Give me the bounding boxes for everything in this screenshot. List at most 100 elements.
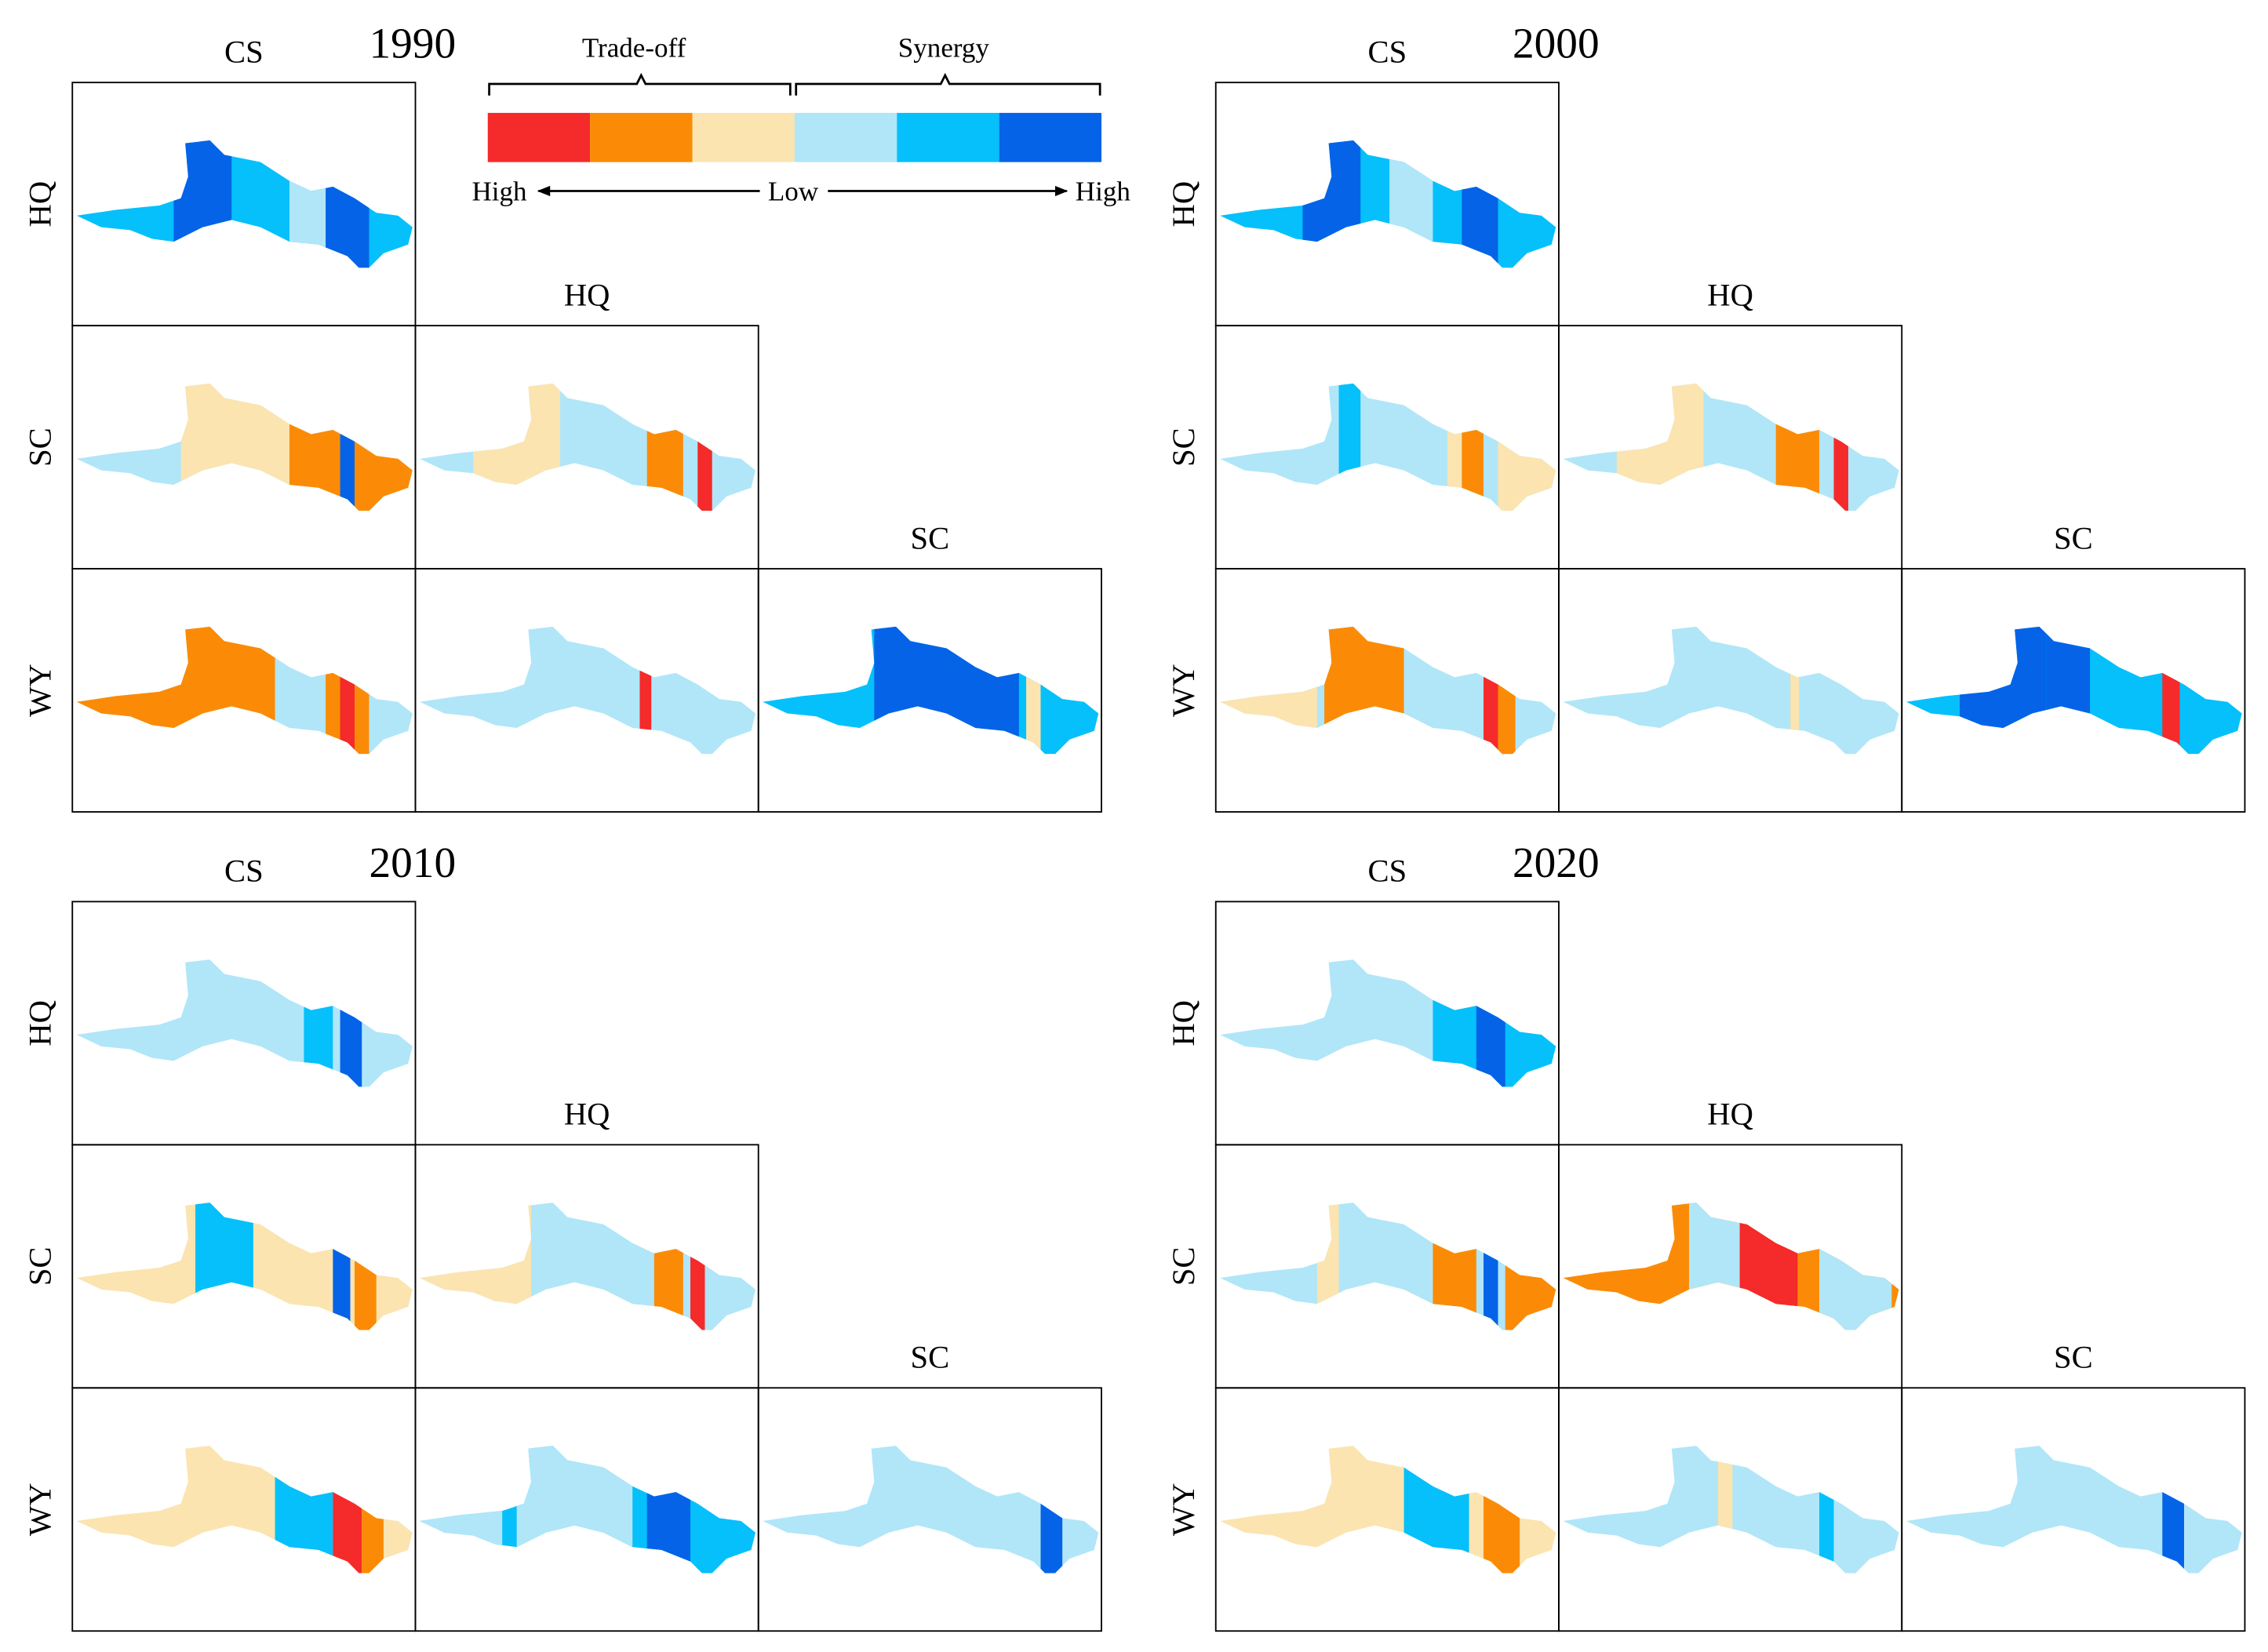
legend-label: High bbox=[471, 176, 527, 206]
map-region bbox=[1960, 626, 2047, 755]
map bbox=[420, 1446, 756, 1574]
year-label: 1990 bbox=[369, 20, 456, 67]
map bbox=[763, 626, 1099, 755]
map-frame bbox=[1901, 568, 2246, 813]
column-label: SC bbox=[911, 520, 950, 555]
map-region bbox=[1483, 1203, 1498, 1330]
map-region bbox=[1906, 1446, 2242, 1574]
panel: 2000 CS HQ SC HQ SC WY bbox=[1166, 20, 2246, 813]
legend-swatch bbox=[794, 112, 897, 162]
map bbox=[76, 383, 413, 511]
map-region bbox=[763, 1446, 1099, 1574]
year-label: 2020 bbox=[1513, 839, 1600, 886]
map-region bbox=[1563, 626, 1899, 755]
row-label: WY bbox=[23, 664, 58, 717]
map bbox=[1220, 959, 1556, 1087]
legend-swatch bbox=[590, 112, 693, 162]
map-region bbox=[2162, 1446, 2184, 1574]
column-label: CS bbox=[224, 853, 264, 889]
map-region bbox=[1302, 140, 1361, 268]
map-region bbox=[1563, 383, 1899, 511]
map-region bbox=[1403, 1446, 1469, 1574]
map-region bbox=[1616, 383, 1704, 511]
map bbox=[1220, 1203, 1556, 1330]
map-region bbox=[76, 1446, 413, 1574]
map-region bbox=[874, 626, 962, 755]
map-region bbox=[289, 1203, 319, 1330]
year-label: 2010 bbox=[369, 839, 456, 886]
row-label: WY bbox=[23, 1483, 58, 1536]
map-region bbox=[1833, 383, 1848, 511]
map-frame bbox=[757, 1387, 1102, 1632]
map bbox=[1563, 383, 1899, 511]
map bbox=[1220, 140, 1556, 268]
map bbox=[763, 1446, 1099, 1574]
row-label: WY bbox=[1166, 1483, 1201, 1536]
map-region bbox=[1220, 140, 1556, 268]
map-region bbox=[1220, 1446, 1556, 1574]
map-region bbox=[362, 1446, 384, 1574]
map-region bbox=[1040, 1446, 1063, 1574]
legend-label: Synergy bbox=[898, 33, 990, 64]
map-frame bbox=[757, 568, 1102, 813]
map-region bbox=[653, 1203, 683, 1330]
map bbox=[420, 383, 756, 511]
column-label: SC bbox=[911, 1340, 950, 1375]
map-region bbox=[420, 626, 756, 755]
map-region bbox=[1220, 959, 1556, 1087]
map bbox=[1563, 626, 1899, 755]
map-region bbox=[2046, 626, 2091, 755]
map bbox=[1906, 626, 2242, 755]
map-region bbox=[326, 140, 370, 268]
map-region bbox=[1775, 383, 1820, 511]
year-label: 2000 bbox=[1513, 20, 1600, 67]
map-region bbox=[1220, 1203, 1556, 1330]
map-region bbox=[1324, 626, 1404, 755]
map-region bbox=[304, 959, 333, 1087]
map-region bbox=[646, 383, 683, 511]
map-region bbox=[76, 140, 413, 268]
map bbox=[1220, 626, 1556, 755]
map-region bbox=[516, 1446, 633, 1574]
legend-swatch bbox=[692, 112, 795, 162]
map-region bbox=[1220, 626, 1317, 755]
map-region bbox=[639, 626, 652, 755]
map-region bbox=[1819, 1203, 1892, 1330]
map bbox=[1906, 1446, 2242, 1574]
column-label: HQ bbox=[1707, 1097, 1753, 1132]
column-label: SC bbox=[2054, 1340, 2093, 1375]
legend: Trade-off Synergy High Low High bbox=[471, 33, 1130, 207]
row-label: SC bbox=[1166, 428, 1201, 467]
map bbox=[1563, 1203, 1899, 1330]
legend-label: High bbox=[1076, 176, 1131, 206]
map-region bbox=[420, 1203, 532, 1330]
legend-label: Low bbox=[768, 176, 819, 206]
row-label: HQ bbox=[1166, 1000, 1201, 1046]
legend-swatch bbox=[897, 112, 999, 162]
legend-swatch bbox=[999, 112, 1102, 162]
row-label: HQ bbox=[23, 181, 58, 227]
map bbox=[76, 1446, 413, 1574]
map-region bbox=[1462, 383, 1484, 511]
map bbox=[1563, 1446, 1899, 1574]
map-region bbox=[1462, 140, 1498, 268]
map-region bbox=[333, 1446, 362, 1574]
map-region bbox=[340, 959, 362, 1087]
map-region bbox=[195, 1203, 253, 1330]
map-region bbox=[2162, 626, 2180, 755]
row-label: SC bbox=[23, 428, 58, 467]
map-region bbox=[420, 383, 756, 511]
map-region bbox=[340, 626, 355, 755]
map-region bbox=[275, 1446, 333, 1574]
map-frame bbox=[1901, 1387, 2246, 1632]
map bbox=[420, 1203, 756, 1330]
column-label: SC bbox=[2054, 520, 2093, 555]
map bbox=[1220, 383, 1556, 511]
map-region bbox=[690, 1203, 705, 1330]
map-region bbox=[1739, 1203, 1798, 1330]
column-label: CS bbox=[1368, 34, 1407, 69]
map-region bbox=[76, 959, 413, 1087]
map-region bbox=[355, 1203, 377, 1330]
map-region bbox=[180, 383, 289, 511]
map-region bbox=[1433, 1203, 1476, 1330]
